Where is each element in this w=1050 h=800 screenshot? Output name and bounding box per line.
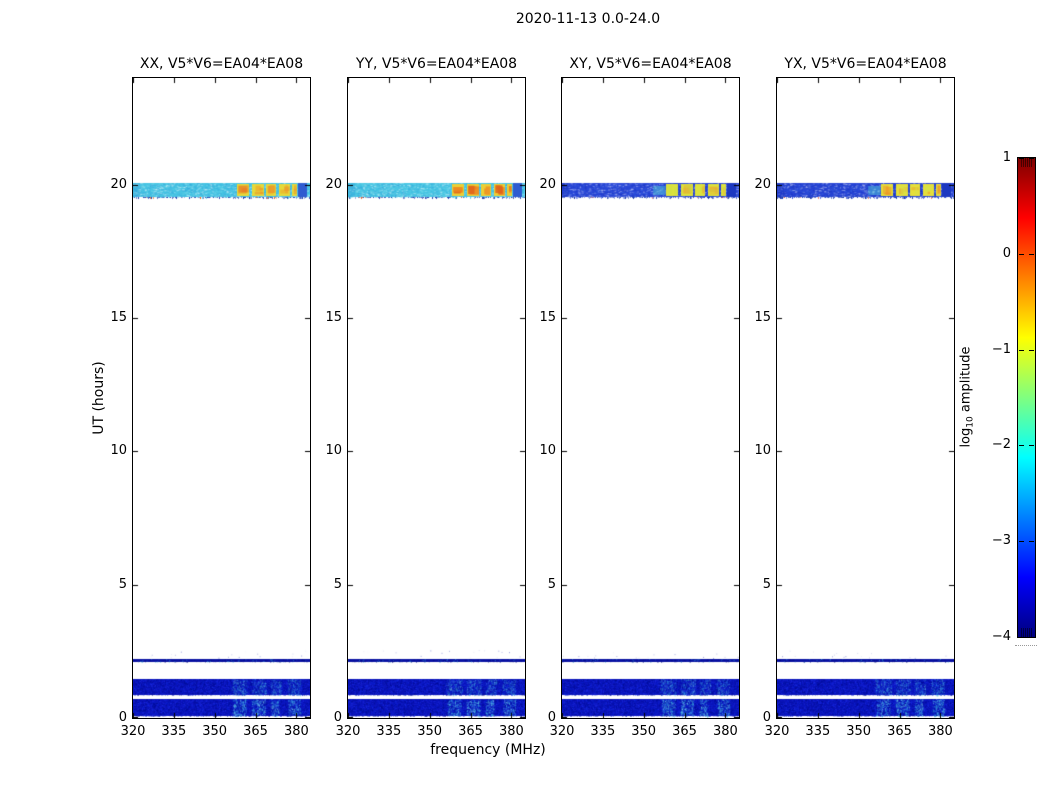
colorbar-label-suffix: amplitude <box>958 346 974 417</box>
x-axis-label: frequency (MHz) <box>430 742 546 758</box>
y-tick-label: 20 <box>754 176 771 192</box>
colorbar-tick-dash <box>1019 253 1024 255</box>
y-tick-label: 0 <box>762 710 771 725</box>
x-tick-label: 350 <box>631 724 657 739</box>
heatmap-canvas-xx <box>133 78 310 718</box>
y-tick-label: 20 <box>539 176 556 192</box>
y-tick-label: 10 <box>110 443 127 459</box>
y-tick-label: 20 <box>110 176 127 192</box>
y-tick-label: 0 <box>547 710 556 725</box>
x-tick-label: 350 <box>417 724 443 739</box>
x-tick-label: 380 <box>712 724 738 739</box>
x-tick-label: 350 <box>846 724 872 739</box>
x-tick-label: 335 <box>590 724 616 739</box>
colorbar-tick-label: 0 <box>1002 245 1011 261</box>
y-tick-label: 15 <box>754 310 771 325</box>
panel-yx: YX, V5*V6=EA04*EA08 <box>776 56 955 719</box>
y-tick-label: 10 <box>325 443 342 459</box>
colorbar-end-hatch-top <box>1020 158 1032 167</box>
x-tick-label: 365 <box>887 724 912 739</box>
colorbar-label: log10 amplitude <box>959 346 976 447</box>
colorbar-tick-dash <box>1019 637 1024 638</box>
x-tick-label: 335 <box>161 724 187 739</box>
colorbar-tick-dash <box>1019 445 1024 447</box>
colorbar-tick-dash <box>1029 349 1034 351</box>
y-tick-label: 5 <box>762 576 771 592</box>
colorbar-tick-label: −1 <box>991 341 1011 357</box>
x-tick-label: 320 <box>549 724 575 739</box>
colorbar-tick-label: −3 <box>991 533 1011 549</box>
x-tick-label: 365 <box>672 724 697 739</box>
panel-xy: XY, V5*V6=EA04*EA08 <box>561 56 740 719</box>
x-tick-label: 320 <box>335 724 361 739</box>
x-tick-label: 320 <box>764 724 790 739</box>
colorbar-gradient <box>1018 158 1035 637</box>
y-tick-label: 5 <box>118 576 127 592</box>
heatmap-canvas-yx <box>777 78 954 718</box>
y-axis-label: UT (hours) <box>91 361 107 435</box>
x-tick-label: 365 <box>243 724 268 739</box>
colorbar-tick-dash <box>1019 349 1024 351</box>
colorbar-under-dotted-line <box>1015 645 1037 646</box>
y-tick-label: 5 <box>333 576 342 592</box>
colorbar-tick-label: −4 <box>991 629 1011 644</box>
panel-title-xy: XY, V5*V6=EA04*EA08 <box>569 56 732 72</box>
y-tick-label: 10 <box>539 443 556 459</box>
y-tick-label: 0 <box>118 710 127 725</box>
figure-title: 2020-11-13 0.0-24.0 <box>515 11 661 27</box>
x-tick-label: 380 <box>283 724 309 739</box>
heatmap-canvas-xy <box>562 78 739 718</box>
x-tick-label: 350 <box>202 724 228 739</box>
panel-title-xx: XX, V5*V6=EA04*EA08 <box>139 56 304 72</box>
panel-title-yy: YY, V5*V6=EA04*EA08 <box>355 56 518 72</box>
x-tick-label: 380 <box>498 724 524 739</box>
colorbar-tick-label: −2 <box>991 437 1011 453</box>
colorbar-tick-dash <box>1029 253 1034 255</box>
colorbar-tick-dash <box>1029 445 1034 447</box>
y-tick-label: 0 <box>333 710 342 725</box>
colorbar-tick-dash <box>1029 541 1034 543</box>
y-tick-label: 10 <box>754 443 771 459</box>
colorbar-tick-dash <box>1029 637 1034 638</box>
colorbar-label-subscript: 10 <box>965 416 976 428</box>
y-tick-label: 5 <box>547 576 556 592</box>
colorbar <box>1017 157 1036 638</box>
x-tick-label: 320 <box>120 724 146 739</box>
x-tick-label: 365 <box>458 724 483 739</box>
colorbar-tick-dash <box>1019 158 1024 159</box>
x-tick-label: 335 <box>805 724 831 739</box>
y-tick-label: 15 <box>110 310 127 325</box>
x-tick-label: 335 <box>376 724 402 739</box>
panel-yy: YY, V5*V6=EA04*EA08 <box>347 56 526 719</box>
panel-xx: XX, V5*V6=EA04*EA08 <box>132 56 311 719</box>
y-tick-label: 15 <box>325 310 342 325</box>
y-tick-label: 20 <box>325 176 342 192</box>
colorbar-tick-dash <box>1019 541 1024 543</box>
colorbar-tick-label: 1 <box>1002 150 1011 165</box>
y-tick-label: 15 <box>539 310 556 325</box>
x-tick-label: 380 <box>927 724 953 739</box>
colorbar-end-hatch-bottom <box>1020 628 1032 637</box>
colorbar-tick-dash <box>1029 158 1034 159</box>
heatmap-canvas-yy <box>348 78 525 718</box>
panel-title-yx: YX, V5*V6=EA04*EA08 <box>784 56 947 72</box>
